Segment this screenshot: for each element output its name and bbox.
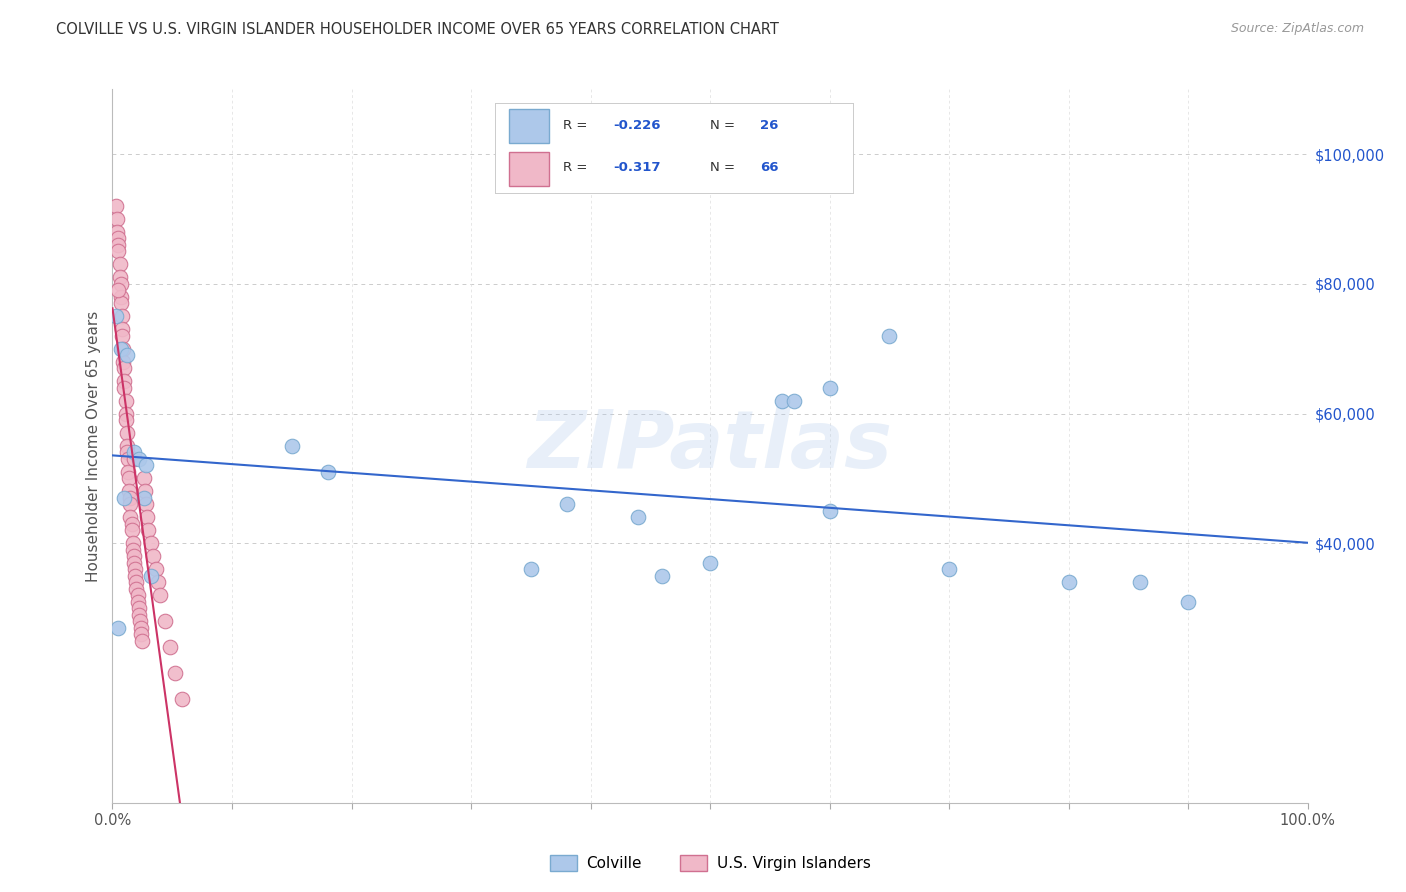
Point <box>107 231 129 245</box>
Point <box>122 445 145 459</box>
Point <box>128 452 150 467</box>
Point <box>770 393 793 408</box>
Point <box>112 342 135 356</box>
Point <box>135 497 157 511</box>
Point <box>111 310 134 324</box>
Point <box>818 381 841 395</box>
Point <box>110 296 132 310</box>
Text: Source: ZipAtlas.com: Source: ZipAtlas.com <box>1230 22 1364 36</box>
Point <box>117 452 139 467</box>
Point <box>145 562 167 576</box>
Point <box>146 575 169 590</box>
Point <box>114 393 136 408</box>
Point <box>163 666 186 681</box>
Point <box>110 290 132 304</box>
Point <box>115 439 138 453</box>
Point <box>316 465 339 479</box>
Point <box>1177 595 1199 609</box>
Point <box>114 491 135 505</box>
Point <box>128 607 150 622</box>
Point <box>627 510 650 524</box>
Point <box>153 614 176 628</box>
Point <box>129 621 152 635</box>
Point <box>132 491 155 505</box>
Point <box>105 225 128 239</box>
Point <box>1057 575 1080 590</box>
Point <box>121 516 143 531</box>
Point <box>128 601 150 615</box>
Point <box>135 458 157 473</box>
Point <box>149 588 172 602</box>
Point <box>107 238 129 252</box>
Point <box>125 582 148 596</box>
Point <box>782 393 804 408</box>
Point <box>115 445 138 459</box>
Point <box>107 244 129 259</box>
Point <box>124 568 146 582</box>
Point <box>127 588 149 602</box>
Point <box>110 277 132 291</box>
Text: ZIPatlas: ZIPatlas <box>527 407 893 485</box>
Point <box>114 413 136 427</box>
Point <box>651 568 673 582</box>
Point <box>107 621 129 635</box>
Point <box>136 510 159 524</box>
Point <box>114 381 135 395</box>
Point <box>118 471 141 485</box>
Point <box>122 556 145 570</box>
Point <box>120 510 142 524</box>
Point <box>124 562 146 576</box>
Point <box>938 562 960 576</box>
Legend: Colville, U.S. Virgin Islanders: Colville, U.S. Virgin Islanders <box>544 849 876 877</box>
Point <box>142 549 165 564</box>
Point <box>125 575 148 590</box>
Point <box>114 374 135 388</box>
Point <box>118 484 141 499</box>
Point <box>139 568 162 582</box>
Point <box>121 542 143 557</box>
Point <box>877 328 900 343</box>
Point <box>112 354 135 368</box>
Point <box>159 640 181 654</box>
Point <box>170 692 193 706</box>
Point <box>134 484 156 499</box>
Point <box>138 524 160 538</box>
Point <box>131 633 153 648</box>
Point <box>121 524 143 538</box>
Point <box>105 211 128 226</box>
Point <box>114 361 135 376</box>
Point <box>111 328 134 343</box>
Point <box>117 465 139 479</box>
Point <box>120 491 142 505</box>
Point <box>122 452 145 467</box>
Point <box>818 504 841 518</box>
Point <box>105 199 128 213</box>
Point <box>115 348 138 362</box>
Point <box>115 425 138 440</box>
Point <box>110 342 132 356</box>
Point <box>105 310 128 324</box>
Point <box>520 562 543 576</box>
Point <box>108 270 131 285</box>
Point <box>1129 575 1152 590</box>
Point <box>281 439 304 453</box>
Point <box>132 471 155 485</box>
Point <box>107 283 129 297</box>
Point <box>121 536 143 550</box>
Point <box>555 497 578 511</box>
Point <box>139 536 162 550</box>
Point <box>108 257 131 271</box>
Point <box>127 595 149 609</box>
Point <box>129 614 152 628</box>
Point <box>114 407 136 421</box>
Point <box>120 497 142 511</box>
Point <box>111 322 134 336</box>
Text: COLVILLE VS U.S. VIRGIN ISLANDER HOUSEHOLDER INCOME OVER 65 YEARS CORRELATION CH: COLVILLE VS U.S. VIRGIN ISLANDER HOUSEHO… <box>56 22 779 37</box>
Point <box>699 556 721 570</box>
Point <box>129 627 152 641</box>
Y-axis label: Householder Income Over 65 years: Householder Income Over 65 years <box>86 310 101 582</box>
Point <box>122 549 145 564</box>
